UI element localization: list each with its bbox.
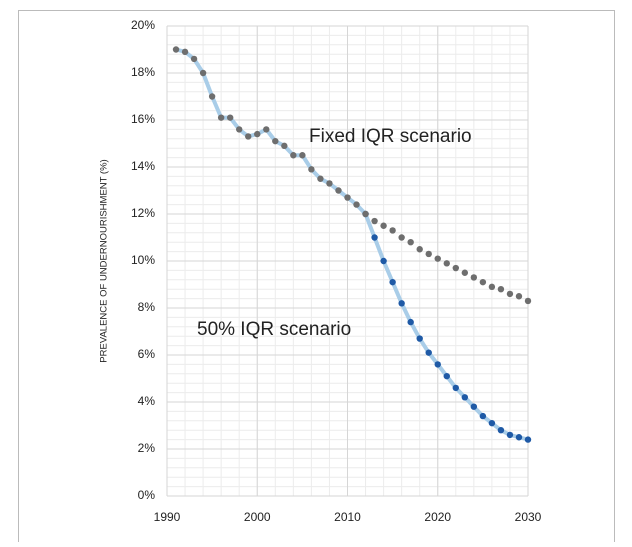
data-point [434,361,441,368]
data-point [452,384,459,392]
data-point [290,152,297,159]
data-point [335,187,342,194]
annotation: 50% IQR scenario [197,319,351,340]
data-point [479,412,487,420]
data-point [515,293,523,300]
data-point [515,434,523,441]
y-tick-label: 14% [131,159,155,173]
data-point [488,283,496,291]
data-point [281,142,288,150]
y-tick-label: 6% [138,347,156,361]
data-point [208,93,216,100]
data-point [226,114,234,121]
data-point [217,114,225,121]
data-point [299,152,306,159]
y-tick-label: 2% [138,441,156,455]
data-point [380,257,387,265]
data-point [172,46,180,53]
data-point [380,222,387,229]
data-point [389,278,396,286]
data-point [434,255,441,262]
data-point [308,166,315,173]
data-point [479,278,487,286]
data-point [362,210,369,218]
data-point [407,239,414,246]
data-point [317,175,324,182]
data-point [470,274,478,281]
data-point [199,69,207,77]
data-point [416,335,423,342]
data-point [488,419,496,427]
x-tick-label: 2010 [334,510,361,524]
y-tick-label: 10% [131,253,155,267]
data-point [497,286,505,293]
data-point [416,246,423,253]
data-point [389,227,396,234]
data-point [326,180,333,187]
x-tick-label: 2020 [424,510,451,524]
y-tick-label: 0% [138,488,156,502]
data-point [398,234,405,241]
data-point [443,372,450,380]
frame [18,10,615,547]
data-point [470,403,478,410]
y-axis-title: PREVALENCE OF UNDERNOURISHMENT (%) [99,159,110,362]
x-tick-label: 1990 [154,510,181,524]
x-tick-label: 2030 [515,510,542,524]
data-point [443,260,450,267]
data-point [263,126,270,133]
x-tick-label: 2000 [244,510,271,524]
data-point [506,290,514,298]
data-point [452,264,459,272]
data-point [371,234,378,241]
y-tick-label: 8% [138,300,156,314]
lines [174,47,530,442]
data-point [461,269,469,276]
data-point [497,427,505,434]
y-tick-label: 20% [131,18,155,32]
y-tick-label: 12% [131,206,155,220]
data-point [181,48,189,56]
data-point [353,201,360,208]
data-point [245,133,252,140]
data-point [272,137,279,145]
y-tick-label: 4% [138,394,156,408]
dots [172,46,532,443]
data-point [398,300,405,307]
data-point [425,349,432,356]
data-point [236,126,243,133]
data-point [371,217,378,225]
annotation: Fixed IQR scenario [309,126,472,147]
y-tick-label: 16% [131,112,155,126]
data-point [524,436,532,443]
data-point [524,297,532,305]
series-line [174,47,368,216]
data-point [425,250,432,258]
data-point [344,194,351,201]
y-tick-label: 18% [131,65,155,79]
data-point [254,130,261,138]
data-point [506,431,514,439]
data-point [461,394,469,401]
data-point [407,318,414,326]
data-point [190,55,198,63]
